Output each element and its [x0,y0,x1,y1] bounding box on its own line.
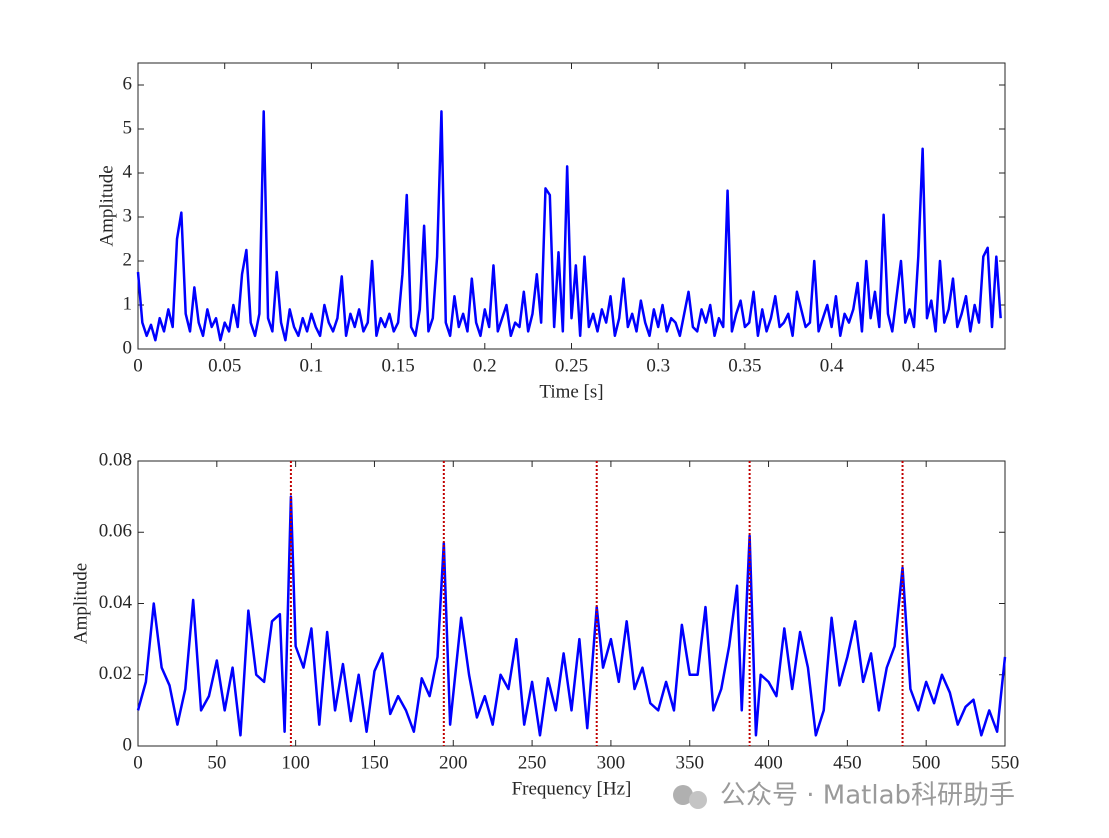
watermark-icon [673,785,693,805]
x-tick-label: 0.05 [208,355,241,376]
y-tick-label: 5 [123,117,133,138]
x-tick-label: 0 [133,355,143,376]
x-tick-label: 450 [833,752,862,773]
y-tick-label: 1 [123,293,133,314]
x-tick-label: 100 [281,752,310,773]
x-tick-label: 0.3 [646,355,670,376]
watermark: 公众号 · Matlab科研助手 [720,781,1015,811]
x-tick-label: 0.15 [381,355,414,376]
x-tick-label: 200 [439,752,468,773]
y-tick-label: 0.06 [99,521,132,542]
x-axis-label: Time [s] [539,381,603,402]
x-tick-label: 350 [675,752,704,773]
x-tick-label: 0 [133,752,143,773]
x-tick-label: 150 [360,752,389,773]
data-line [136,495,1007,737]
y-tick-label: 0.04 [99,592,133,613]
x-tick-label: 0.4 [820,355,844,376]
x-tick-label: 300 [597,752,626,773]
y-tick-label: 4 [123,161,133,182]
y-axis-label: Amplitude [70,563,91,644]
y-tick-label: 3 [123,205,133,226]
y-tick-label: 2 [123,249,133,270]
x-tick-label: 0.45 [902,355,935,376]
watermark-icon [689,791,707,809]
y-tick-label: 0.08 [99,449,132,470]
x-tick-label: 0.35 [728,355,761,376]
x-tick-label: 400 [754,752,783,773]
x-tick-label: 50 [207,752,226,773]
y-tick-label: 0 [123,734,133,755]
y-tick-label: 0 [123,337,133,358]
x-axis-label: Frequency [Hz] [512,778,632,799]
y-tick-label: 6 [123,73,133,94]
y-tick-label: 0.02 [99,663,132,684]
x-tick-label: 250 [518,752,547,773]
y-axis-label: Amplitude [96,165,117,246]
x-tick-label: 500 [912,752,941,773]
x-tick-label: 0.2 [473,355,497,376]
x-tick-label: 0.25 [555,355,588,376]
x-tick-label: 0.1 [300,355,324,376]
data-line [136,110,1002,342]
x-tick-label: 550 [991,752,1020,773]
